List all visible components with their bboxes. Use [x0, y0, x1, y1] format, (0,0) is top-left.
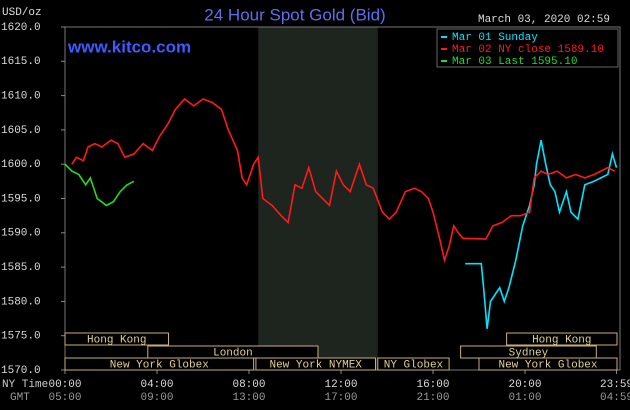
session-band — [506, 332, 618, 346]
legend-label: Mar 02 NY close 1589.10 — [452, 44, 604, 56]
session-label: New York Globex — [110, 359, 209, 371]
y-tick-label: 1580.0 — [1, 296, 41, 308]
x2-row-label: GMT — [10, 392, 30, 404]
y-tick-label: 1575.0 — [1, 331, 41, 343]
x-tick-label: 23:59 — [600, 379, 630, 391]
x2-tick-label: 13:00 — [232, 392, 265, 404]
legend-box — [436, 28, 619, 68]
y-tick-label: 1620.0 — [1, 22, 41, 34]
session-band — [64, 332, 169, 346]
x-tick-label: 16:00 — [416, 379, 449, 391]
x-tick-label: 04:00 — [140, 379, 173, 391]
y-tick-label: 1585.0 — [1, 262, 41, 274]
y-tick-label: 1605.0 — [1, 125, 41, 137]
x2-tick-label: 17:00 — [324, 392, 357, 404]
shaded-region — [258, 27, 378, 370]
session-label: Hong Kong — [532, 334, 591, 346]
session-label: NY Globex — [384, 359, 444, 371]
y-tick-label: 1595.0 — [1, 193, 41, 205]
session-band — [255, 357, 376, 371]
x2-tick-label: 05:00 — [48, 392, 81, 404]
y-axis-label: USD/oz — [2, 7, 42, 19]
y-tick-label: 1610.0 — [1, 91, 41, 103]
legend-label: Mar 03 Last 1595.10 — [452, 56, 577, 68]
session-label: London — [213, 347, 253, 359]
chart-title: 24 Hour Spot Gold (Bid) — [204, 5, 385, 24]
x-tick-label: 12:00 — [324, 379, 357, 391]
session-label: Sydney — [509, 347, 549, 359]
x-row-label: NY Time — [2, 379, 48, 391]
y-tick-label: 1600.0 — [1, 159, 41, 171]
x-tick-label: 20:00 — [508, 379, 541, 391]
x2-tick-label: 21:00 — [416, 392, 449, 404]
x2-tick-label: 01:00 — [508, 392, 541, 404]
session-label: Hong Kong — [87, 334, 146, 346]
session-band — [377, 357, 450, 371]
session-label: New York Globex — [498, 359, 597, 371]
series-line — [71, 97, 616, 264]
series-line — [64, 163, 135, 207]
session-band — [64, 357, 255, 371]
y-tick-label: 1590.0 — [1, 228, 41, 240]
y-tick-label: 1570.0 — [1, 365, 41, 377]
x-tick-label: 00:00 — [48, 379, 81, 391]
legend-label: Mar 01 Sunday — [452, 32, 538, 44]
session-label: New York NYMEX — [269, 359, 362, 371]
x2-tick-label: 09:00 — [140, 392, 173, 404]
x-tick-label: 08:00 — [232, 379, 265, 391]
y-tick-label: 1615.0 — [1, 56, 41, 68]
timestamp: March 03, 2020 02:59 — [478, 14, 610, 26]
x2-tick-label: 04:59 — [600, 392, 630, 404]
session-band — [478, 357, 618, 371]
series-line — [465, 140, 618, 329]
watermark: www.kitco.com — [67, 37, 191, 56]
